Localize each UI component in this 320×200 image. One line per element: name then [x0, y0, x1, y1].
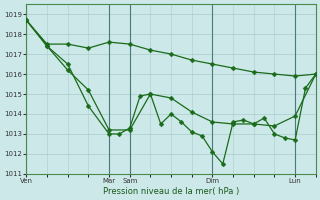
X-axis label: Pression niveau de la mer( hPa ): Pression niveau de la mer( hPa ): [103, 187, 239, 196]
